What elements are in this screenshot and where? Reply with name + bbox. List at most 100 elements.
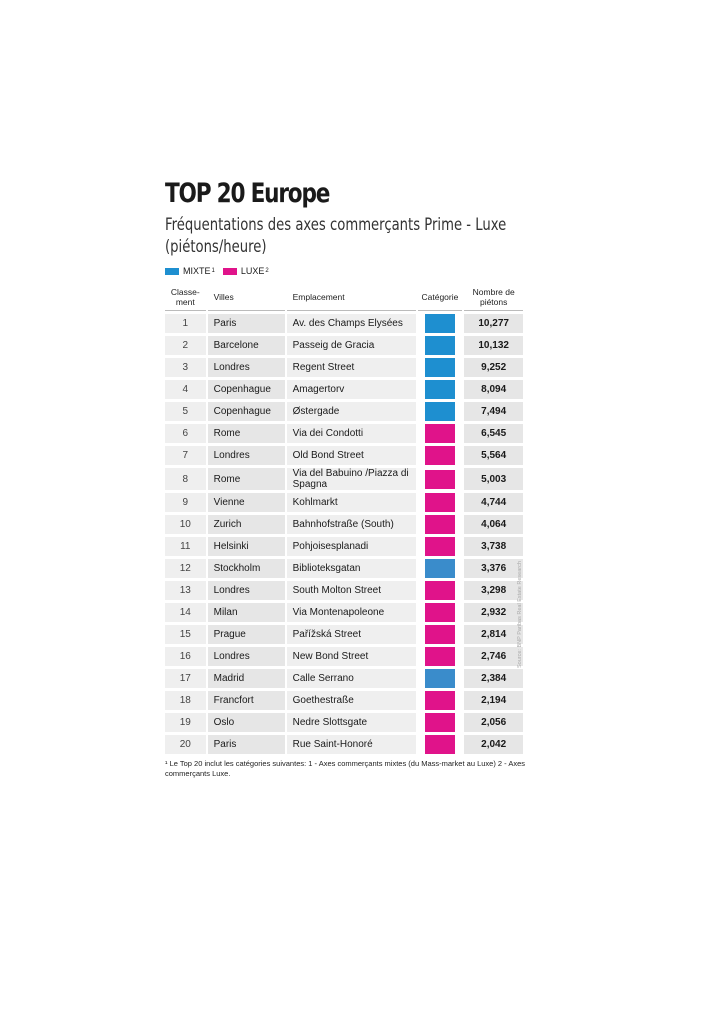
cell-city: Francfort xyxy=(207,691,285,710)
cell-category xyxy=(418,468,463,490)
cell-location: Østergade xyxy=(286,402,416,421)
cell-rank: 17 xyxy=(165,669,206,688)
table-row: 4 Copenhague Amagertorv 8,094 xyxy=(165,380,523,399)
cell-city: Londres xyxy=(207,446,285,465)
table-row: 12 Stockholm Biblioteksgatan 3,376 xyxy=(165,559,523,578)
cell-pedestrians: 10,132 xyxy=(464,336,523,355)
cell-city: Londres xyxy=(207,647,285,666)
cell-pedestrians: 2,056 xyxy=(464,713,523,732)
table-row: 2 Barcelone Passeig de Gracia 10,132 xyxy=(165,336,523,355)
table-row: 19 Oslo Nedre Slottsgate 2,056 xyxy=(165,713,523,732)
cell-category xyxy=(418,446,463,465)
cell-rank: 5 xyxy=(165,402,206,421)
cell-rank: 1 xyxy=(165,314,206,333)
cell-rank: 6 xyxy=(165,424,206,443)
header-pedestrians: Nombre de piétons xyxy=(464,283,523,311)
cell-location: Pařížská Street xyxy=(286,625,416,644)
cell-rank: 19 xyxy=(165,713,206,732)
ranking-table: Classe-ment Villes Emplacement Catégorie… xyxy=(163,280,525,757)
header-category: Catégorie xyxy=(417,283,463,311)
legend: MIXTE 1 LUXE 2 xyxy=(165,264,525,278)
cell-rank: 4 xyxy=(165,380,206,399)
cell-city: Copenhague xyxy=(207,380,285,399)
cell-location: South Molton Street xyxy=(286,581,416,600)
cell-category xyxy=(418,625,463,644)
cell-location: Old Bond Street xyxy=(286,446,416,465)
cell-city: Prague xyxy=(207,625,285,644)
cell-category xyxy=(418,581,463,600)
cell-pedestrians: 3,738 xyxy=(464,537,523,556)
legend-sup-luxe: 2 xyxy=(265,268,269,274)
cell-rank: 15 xyxy=(165,625,206,644)
category-swatch xyxy=(424,559,455,578)
header-city: Villes xyxy=(207,283,285,311)
cell-location: Amagertorv xyxy=(286,380,416,399)
cell-location: Bahnhofstraße (South) xyxy=(286,515,416,534)
cell-pedestrians: 3,298 xyxy=(464,581,523,600)
table-header-row: Classe-ment Villes Emplacement Catégorie… xyxy=(165,283,523,311)
table-row: 10 Zurich Bahnhofstraße (South) 4,064 xyxy=(165,515,523,534)
cell-city: Zurich xyxy=(207,515,285,534)
cell-location: Pohjoisesplanadi xyxy=(286,537,416,556)
header-rank: Classe-ment xyxy=(165,283,206,311)
cell-rank: 11 xyxy=(165,537,206,556)
table-row: 20 Paris Rue Saint-Honoré 2,042 xyxy=(165,735,523,754)
table-row: 16 Londres New Bond Street 2,746 xyxy=(165,647,523,666)
table-row: 7 Londres Old Bond Street 5,564 xyxy=(165,446,523,465)
table-row: 6 Rome Via dei Condotti 6,545 xyxy=(165,424,523,443)
table-row: 5 Copenhague Østergade 7,494 xyxy=(165,402,523,421)
cell-category xyxy=(418,380,463,399)
cell-pedestrians: 7,494 xyxy=(464,402,523,421)
table-row: 13 Londres South Molton Street 3,298 xyxy=(165,581,523,600)
cell-rank: 18 xyxy=(165,691,206,710)
cell-category xyxy=(418,515,463,534)
category-swatch xyxy=(424,647,455,666)
category-swatch xyxy=(424,402,455,421)
category-swatch xyxy=(424,515,455,534)
cell-category xyxy=(418,424,463,443)
cell-rank: 13 xyxy=(165,581,206,600)
cell-city: Stockholm xyxy=(207,559,285,578)
cell-rank: 20 xyxy=(165,735,206,754)
category-swatch xyxy=(424,713,455,732)
cell-category xyxy=(418,537,463,556)
cell-city: Rome xyxy=(207,468,285,490)
cell-location: Passeig de Gracia xyxy=(286,336,416,355)
cell-category xyxy=(418,691,463,710)
category-swatch xyxy=(424,380,455,399)
cell-category xyxy=(418,314,463,333)
cell-category xyxy=(418,358,463,377)
cell-pedestrians: 2,746 xyxy=(464,647,523,666)
cell-category xyxy=(418,669,463,688)
cell-location: Calle Serrano xyxy=(286,669,416,688)
cell-category xyxy=(418,402,463,421)
category-swatch xyxy=(424,691,455,710)
cell-city: Vienne xyxy=(207,493,285,512)
cell-rank: 7 xyxy=(165,446,206,465)
legend-label-mixte: MIXTE xyxy=(183,266,211,276)
cell-pedestrians: 8,094 xyxy=(464,380,523,399)
cell-category xyxy=(418,647,463,666)
cell-city: Londres xyxy=(207,358,285,377)
source-note: Source: BNP Paribas Real Estate Research xyxy=(517,561,523,668)
cell-category xyxy=(418,493,463,512)
cell-city: Helsinki xyxy=(207,537,285,556)
category-swatch xyxy=(424,603,455,622)
category-swatch xyxy=(424,358,455,377)
table-row: 15 Prague Pařížská Street 2,814 xyxy=(165,625,523,644)
table-row: 17 Madrid Calle Serrano 2,384 xyxy=(165,669,523,688)
category-swatch xyxy=(424,537,455,556)
cell-rank: 2 xyxy=(165,336,206,355)
cell-rank: 14 xyxy=(165,603,206,622)
category-swatch xyxy=(424,424,455,443)
table-row: 9 Vienne Kohlmarkt 4,744 xyxy=(165,493,523,512)
page-subtitle: Fréquentations des axes commerçants Prim… xyxy=(165,215,507,256)
cell-pedestrians: 4,064 xyxy=(464,515,523,534)
table-row: 18 Francfort Goethestraße 2,194 xyxy=(165,691,523,710)
cell-category xyxy=(418,559,463,578)
legend-swatch-luxe xyxy=(222,267,237,275)
cell-city: Madrid xyxy=(207,669,285,688)
category-swatch xyxy=(424,314,455,333)
table-row: 14 Milan Via Montenapoleone 2,932 xyxy=(165,603,523,622)
cell-category xyxy=(418,603,463,622)
